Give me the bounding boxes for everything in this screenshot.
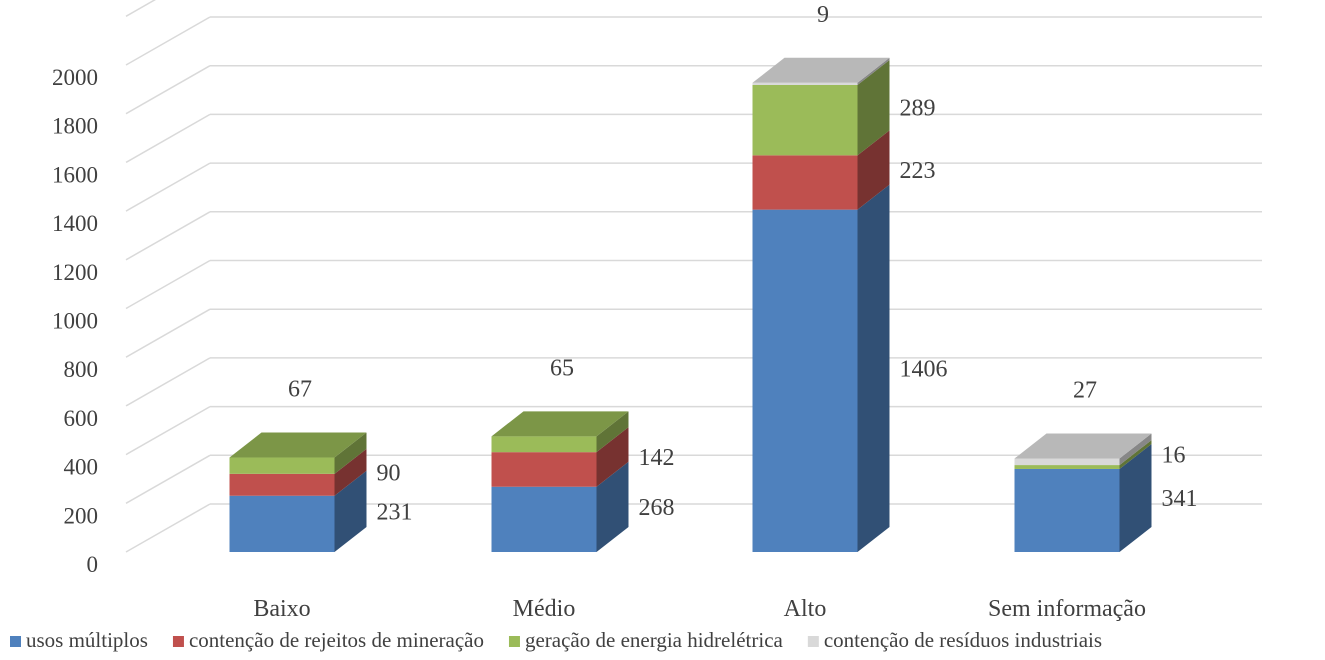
- bar-segment-side: [1119, 433, 1152, 466]
- gridline-diagonal: [125, 259, 211, 310]
- x-category-label: Alto: [784, 596, 827, 622]
- bar-top-face: [1014, 433, 1152, 459]
- bar-segment-side: [596, 427, 629, 487]
- bar-segment-side: [1119, 440, 1152, 469]
- bar-segment-front: [752, 209, 858, 552]
- bar-segment-front: [491, 436, 597, 453]
- data-label: 341: [1162, 486, 1198, 512]
- bar-top-face: [229, 432, 367, 458]
- gridline-diagonal: [125, 211, 211, 261]
- data-label: 9: [817, 2, 829, 28]
- bar-segment-front: [752, 82, 858, 85]
- legend-label: contenção de rejeitos de mineração: [189, 628, 484, 652]
- bar-segment-front: [229, 473, 335, 496]
- x-category-label: Médio: [513, 596, 576, 622]
- bar-top-face: [491, 411, 629, 437]
- legend-label: usos múltiplos: [26, 628, 148, 652]
- bar-segment-side: [857, 57, 890, 85]
- bar-segment-front: [752, 155, 858, 210]
- gridline-diagonal: [125, 162, 211, 212]
- gridlines: [125, 0, 1262, 553]
- gridline-diagonal: [125, 357, 211, 407]
- legend-label: geração de energia hidrelétrica: [525, 628, 784, 652]
- bar-segment-side: [334, 432, 367, 474]
- legend: usos múltiplos contenção de rejeitos de m…: [10, 628, 1102, 652]
- bar-segment-front: [1014, 468, 1120, 552]
- legend-swatch: [508, 636, 520, 647]
- gridline-diagonal: [125, 454, 211, 504]
- y-axis: 0 200 400 600 800 1000 1200 1400 1600 1800 2000: [52, 65, 98, 577]
- data-label: 27: [1073, 377, 1097, 403]
- data-label: 65: [550, 355, 574, 381]
- gridline-diagonal: [125, 0, 157, 17]
- data-label: 1406: [900, 356, 948, 382]
- legend-label: contenção de resíduos industriais: [824, 628, 1102, 652]
- y-tick-label: 1200: [52, 260, 98, 285]
- y-tick-label: 600: [64, 406, 99, 431]
- bar-segment-side: [857, 130, 890, 210]
- data-label: 289: [900, 96, 936, 122]
- bar-stack: [752, 57, 890, 552]
- y-tick-label: 800: [64, 357, 99, 382]
- gridline-diagonal: [125, 503, 211, 553]
- bar-top-face: [752, 57, 890, 83]
- y-tick-label: 1600: [52, 162, 98, 187]
- legend-item: contenção de rejeitos de mineração: [172, 628, 484, 652]
- gridline-diagonal: [125, 16, 211, 66]
- bar-segment-side: [596, 411, 629, 453]
- y-tick-label: 200: [64, 503, 99, 528]
- bar-segment-side: [857, 59, 890, 156]
- bar-stack: [1014, 433, 1152, 552]
- gridline-diagonal: [125, 65, 211, 115]
- y-tick-label: 1400: [52, 211, 98, 236]
- bar-segment-front: [229, 495, 335, 552]
- gridline-diagonal: [125, 405, 211, 456]
- bar-segment-front: [752, 84, 858, 156]
- legend-item: contenção de resíduos industriais: [807, 628, 1102, 652]
- legend-swatch: [10, 636, 21, 647]
- bar-segment-front: [1014, 458, 1120, 466]
- bar-segment-front: [229, 457, 335, 474]
- data-labels: 231 90 67 268 142 65 1406 223 289 9 341 16 27: [288, 2, 1198, 526]
- data-label: 268: [639, 495, 675, 521]
- y-tick-label: 1800: [52, 114, 98, 139]
- y-tick-label: 0: [87, 552, 99, 577]
- bars: [229, 57, 1152, 552]
- legend-swatch: [807, 636, 819, 647]
- bar-segment-front: [1014, 465, 1120, 469]
- y-tick-label: 1000: [52, 309, 98, 334]
- bar-segment-front: [491, 486, 597, 552]
- bar-segment-side: [857, 184, 890, 552]
- data-label: 142: [639, 445, 675, 471]
- legend-swatch: [172, 636, 184, 647]
- gridline-diagonal: [125, 308, 211, 358]
- data-label: 231: [377, 499, 413, 525]
- bar-stack: [491, 411, 629, 552]
- x-category-label: Sem informação: [988, 596, 1146, 622]
- data-label: 16: [1162, 443, 1186, 469]
- y-tick-label: 2000: [52, 65, 98, 90]
- bar-segment-front: [491, 452, 597, 487]
- bar-stack: [229, 432, 367, 552]
- bar-segment-side: [1119, 443, 1152, 552]
- gridline-diagonal: [125, 113, 211, 164]
- data-label: 223: [900, 158, 936, 184]
- x-axis: Baixo Médio Alto Sem informação: [253, 596, 1146, 622]
- legend-item: geração de energia hidrelétrica: [508, 628, 784, 652]
- bar-segment-side: [334, 470, 367, 552]
- bar-segment-side: [334, 448, 367, 496]
- bar-segment-side: [596, 461, 629, 552]
- data-label: 67: [288, 377, 312, 403]
- legend-item: usos múltiplos: [10, 628, 148, 652]
- y-tick-label: 400: [64, 455, 99, 480]
- data-label: 90: [377, 460, 401, 486]
- x-category-label: Baixo: [253, 596, 310, 622]
